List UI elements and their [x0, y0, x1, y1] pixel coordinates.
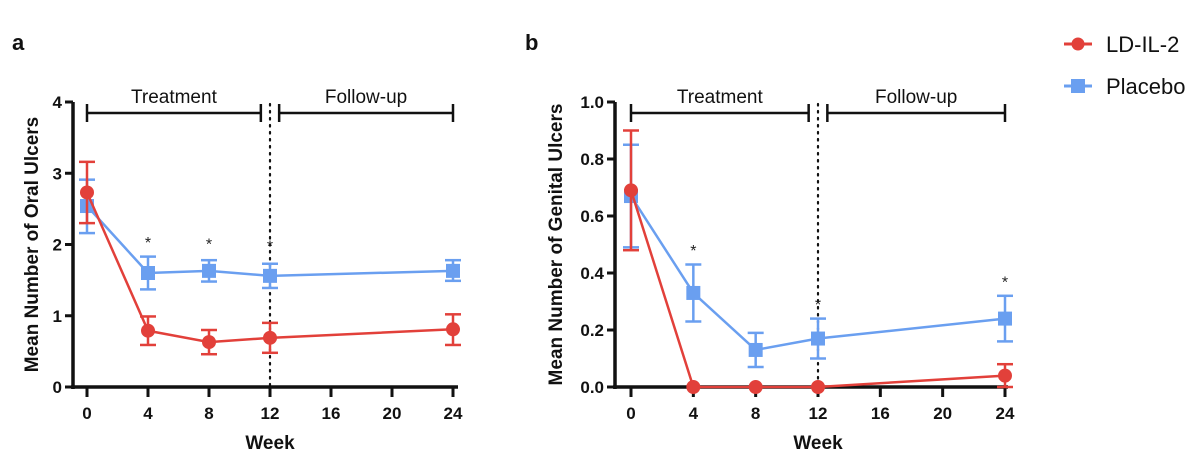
- data-point-ld-il-2: [811, 380, 825, 394]
- series-ld-il-2: [79, 160, 461, 356]
- data-point-placebo: [446, 263, 460, 278]
- legend: LD-IL-2 Placebo: [1064, 32, 1186, 99]
- x-tick-label: 0: [82, 404, 91, 423]
- data-point-ld-il-2: [446, 322, 460, 337]
- y-tick-label: 0.6: [580, 207, 604, 226]
- series-placebo: [623, 143, 1013, 369]
- phase-label: Treatment: [131, 87, 218, 108]
- x-tick-label: 16: [871, 404, 890, 423]
- x-tick-label: 12: [261, 404, 280, 423]
- y-tick-label: 2: [53, 236, 62, 255]
- series-ld-il-2: [623, 129, 1013, 394]
- y-tick-label: 1: [53, 307, 62, 326]
- phase-bracket-follow-up: Follow-up: [277, 87, 455, 122]
- legend-item-ld-il-2: LD-IL-2: [1064, 32, 1179, 57]
- data-point-placebo: [686, 285, 701, 300]
- significance-star: *: [145, 235, 151, 252]
- data-point-placebo: [202, 263, 216, 278]
- data-point-placebo: [998, 311, 1012, 326]
- phase-label: Follow-up: [875, 87, 957, 108]
- x-tick-label: 4: [689, 404, 699, 423]
- x-tick-label: 4: [143, 404, 153, 423]
- data-point-ld-il-2: [80, 185, 94, 200]
- panel-label: a: [12, 30, 25, 55]
- panel-b-genital-ulcers: b 0.0 0.2 0.4 0.6 0.8 1.0 0 4 8 12 16 20 24 Week Mean N…: [525, 30, 1015, 454]
- data-point-ld-il-2: [624, 183, 638, 198]
- y-tick-label: 0.2: [580, 321, 604, 340]
- legend-label: LD-IL-2: [1106, 32, 1179, 57]
- data-point-placebo: [748, 342, 763, 357]
- x-tick-label: 24: [996, 404, 1015, 423]
- legend-marker-square-icon: [1071, 79, 1085, 93]
- phase-bracket-treatment: Treatment: [629, 87, 810, 122]
- data-point-placebo: [263, 268, 277, 283]
- x-tick-label: 8: [204, 404, 213, 423]
- data-point-ld-il-2: [998, 368, 1012, 383]
- data-point-placebo: [141, 266, 155, 280]
- y-tick-label: 0.4: [580, 264, 604, 283]
- significance-star: *: [267, 239, 273, 256]
- phase-bracket-treatment: Treatment: [85, 87, 263, 122]
- x-axis-title: Week: [793, 433, 843, 454]
- data-point-ld-il-2: [202, 335, 216, 350]
- significance-star: *: [690, 243, 696, 260]
- x-tick-label: 20: [933, 404, 952, 423]
- y-tick-label: 0: [53, 378, 62, 397]
- phase-bracket-follow-up: Follow-up: [826, 87, 1007, 122]
- y-tick-label: 1.0: [580, 93, 604, 112]
- y-axis-title: Mean Number of Genital Ulcers: [546, 104, 567, 386]
- y-tick-label: 0.0: [580, 378, 604, 397]
- x-tick-label: 24: [444, 404, 463, 423]
- y-tick-label: 3: [53, 164, 62, 183]
- legend-label: Placebo: [1106, 74, 1186, 99]
- legend-marker-circle-icon: [1071, 37, 1085, 51]
- data-point-placebo: [811, 331, 825, 346]
- legend-item-placebo: Placebo: [1064, 74, 1186, 99]
- y-tick-label: 4: [53, 93, 63, 112]
- phase-label: Follow-up: [325, 87, 407, 108]
- y-tick-label: 0.8: [580, 150, 604, 169]
- significance-star: *: [1002, 274, 1008, 291]
- significance-star: *: [206, 236, 212, 253]
- data-point-ld-il-2: [141, 323, 155, 338]
- x-tick-label: 12: [809, 404, 828, 423]
- x-tick-label: 0: [626, 404, 635, 423]
- data-point-ld-il-2: [686, 380, 701, 394]
- data-point-ld-il-2: [263, 330, 277, 345]
- x-tick-label: 20: [383, 404, 402, 423]
- phase-label: Treatment: [677, 87, 764, 108]
- x-tick-label: 16: [322, 404, 341, 423]
- x-tick-label: 8: [751, 404, 760, 423]
- significance-star: *: [815, 297, 821, 314]
- y-axis-title: Mean Number of Oral Ulcers: [22, 117, 43, 373]
- panel-label: b: [525, 30, 538, 55]
- x-axis-title: Week: [245, 433, 295, 454]
- data-point-ld-il-2: [748, 380, 763, 394]
